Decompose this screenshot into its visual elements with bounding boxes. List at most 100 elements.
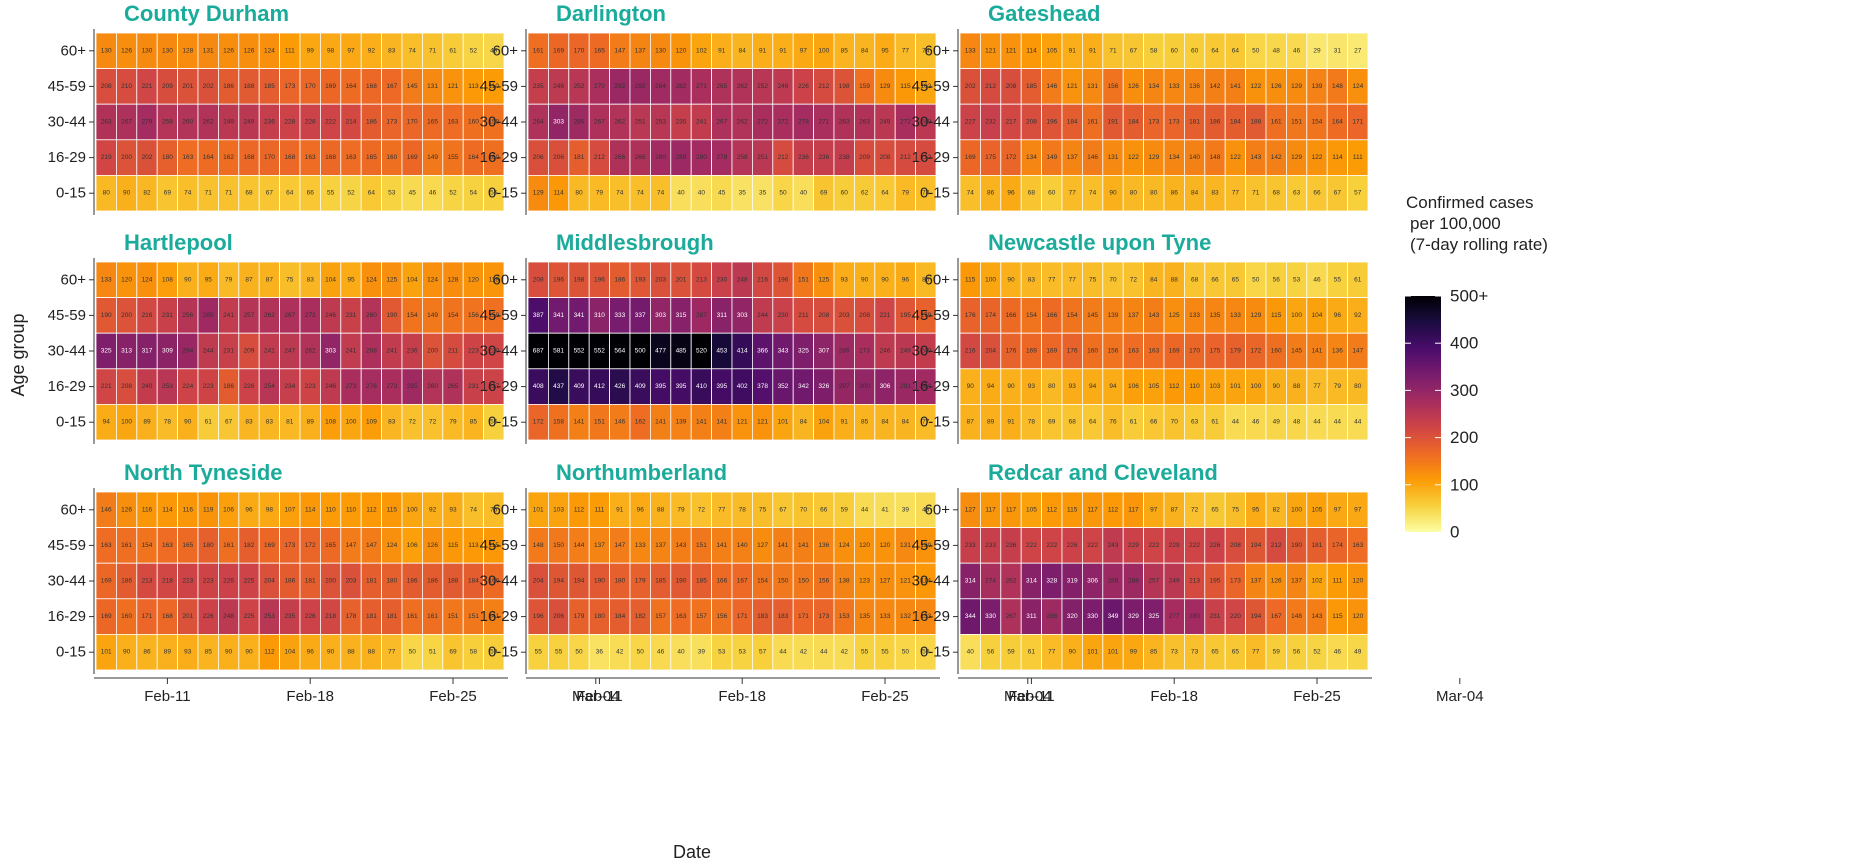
cell-value-label: 86 bbox=[143, 649, 151, 656]
legend-colorbar bbox=[1405, 296, 1441, 532]
cell-value-label: 125 bbox=[818, 276, 829, 283]
cell-value-label: 309 bbox=[162, 348, 173, 355]
cell-value-label: 150 bbox=[798, 578, 809, 585]
cell-value-label: 93 bbox=[1069, 383, 1077, 390]
cell-value-label: 181 bbox=[1189, 119, 1200, 126]
cell-value-label: 134 bbox=[1169, 154, 1180, 161]
cell-value-label: 77 bbox=[1232, 190, 1240, 197]
cell-value-label: 91 bbox=[1007, 419, 1015, 426]
cell-value-label: 91 bbox=[1069, 47, 1077, 54]
cell-value-label: 44 bbox=[1334, 419, 1342, 426]
cell-value-label: 136 bbox=[818, 542, 829, 549]
cell-value-label: 61 bbox=[1354, 276, 1362, 283]
cell-value-label: 68 bbox=[1028, 190, 1036, 197]
cell-value-label: 139 bbox=[1312, 83, 1323, 90]
cell-value-label: 212 bbox=[985, 83, 996, 90]
cell-value-label: 150 bbox=[778, 578, 789, 585]
cell-value-label: 286 bbox=[839, 348, 850, 355]
cell-value-label: 180 bbox=[614, 578, 625, 585]
cell-value-label: 204 bbox=[533, 578, 544, 585]
cell-value-label: 80 bbox=[922, 276, 930, 283]
cell-value-label: 60 bbox=[841, 190, 849, 197]
cell-value-label: 395 bbox=[716, 383, 727, 390]
cell-value-label: 160 bbox=[1087, 348, 1098, 355]
cell-value-label: 320 bbox=[1067, 613, 1078, 620]
cell-value-label: 167 bbox=[737, 578, 748, 585]
cell-value-label: 97 bbox=[800, 47, 808, 54]
cell-value-label: 500 bbox=[635, 348, 646, 355]
cell-value-label: 61 bbox=[1028, 649, 1036, 656]
cell-value-label: 169 bbox=[264, 542, 275, 549]
cell-value-label: 209 bbox=[244, 348, 255, 355]
cell-value-label: 154 bbox=[757, 578, 768, 585]
cell-value-label: 31 bbox=[1334, 47, 1342, 54]
cell-value-label: 193 bbox=[635, 276, 646, 283]
cell-value-label: 108 bbox=[325, 419, 336, 426]
cell-value-label: 319 bbox=[1067, 578, 1078, 585]
cell-value-label: 130 bbox=[655, 47, 666, 54]
cell-value-label: 91 bbox=[1089, 47, 1097, 54]
cell-value-label: 136 bbox=[1332, 348, 1343, 355]
cell-value-label: 326 bbox=[818, 383, 829, 390]
cell-value-label: 230 bbox=[716, 276, 727, 283]
cell-value-label: 56 bbox=[1293, 649, 1301, 656]
cell-value-label: 223 bbox=[182, 578, 193, 585]
cell-value-label: 92 bbox=[1354, 312, 1362, 319]
cell-value-label: 285 bbox=[203, 312, 214, 319]
cell-value-label: 90 bbox=[245, 649, 253, 656]
cell-value-label: 138 bbox=[839, 578, 850, 585]
cell-value-label: 77 bbox=[1313, 383, 1321, 390]
cell-value-label: 280 bbox=[1189, 613, 1200, 620]
cell-value-label: 208 bbox=[1006, 83, 1017, 90]
cell-value-label: 165 bbox=[427, 119, 438, 126]
y-tick-label: 30-44 bbox=[480, 114, 518, 131]
cell-value-label: 79 bbox=[225, 276, 233, 283]
cell-value-label: 314 bbox=[965, 578, 976, 585]
y-tick-label: 60+ bbox=[925, 271, 951, 288]
cell-value-label: 204 bbox=[985, 348, 996, 355]
cell-value-label: 120 bbox=[859, 542, 870, 549]
cell-value-label: 88 bbox=[368, 649, 376, 656]
cell-value-label: 85 bbox=[205, 649, 213, 656]
cell-value-label: 91 bbox=[841, 419, 849, 426]
cell-value-label: 147 bbox=[346, 542, 357, 549]
cell-value-label: 337 bbox=[635, 312, 646, 319]
cell-value-label: 249 bbox=[900, 348, 911, 355]
cell-value-label: 48 bbox=[1293, 419, 1301, 426]
cell-value-label: 161 bbox=[533, 47, 544, 54]
cell-value-label: 94 bbox=[987, 383, 995, 390]
cell-value-label: 51 bbox=[429, 649, 437, 656]
cell-value-label: 129 bbox=[1148, 154, 1159, 161]
cell-value-label: 95 bbox=[205, 276, 213, 283]
cell-value-label: 170 bbox=[264, 154, 275, 161]
cell-value-label: 100 bbox=[407, 506, 418, 513]
panel-title: Darlington bbox=[556, 1, 666, 26]
cell-value-label: 94 bbox=[1089, 383, 1097, 390]
cell-value-label: 164 bbox=[1332, 119, 1343, 126]
cell-value-label: 120 bbox=[880, 542, 891, 549]
cell-value-label: 49 bbox=[1354, 649, 1362, 656]
cell-value-label: 184 bbox=[1230, 119, 1241, 126]
cell-value-label: 66 bbox=[307, 190, 315, 197]
cell-value-label: 97 bbox=[1334, 506, 1342, 513]
cell-value-label: 204 bbox=[264, 578, 275, 585]
cell-value-label: 273 bbox=[346, 383, 357, 390]
panel-county-durham: County Durham 130 126 130 130 128 131 126 126 124… bbox=[48, 1, 505, 215]
cell-value-label: 162 bbox=[223, 154, 234, 161]
cell-value-label: 101 bbox=[1108, 649, 1119, 656]
cell-value-label: 262 bbox=[614, 119, 625, 126]
cell-value-label: 188 bbox=[1250, 119, 1261, 126]
cell-value-label: 216 bbox=[757, 276, 768, 283]
cell-value-label: 146 bbox=[101, 506, 112, 513]
cell-value-label: 169 bbox=[325, 83, 336, 90]
cell-value-label: 59 bbox=[1273, 649, 1281, 656]
cell-value-label: 137 bbox=[1128, 312, 1139, 319]
cell-value-label: 154 bbox=[1026, 312, 1037, 319]
y-tick-label: 60+ bbox=[493, 271, 519, 288]
cell-value-label: 105 bbox=[1026, 506, 1037, 513]
cell-value-label: 36 bbox=[596, 649, 604, 656]
cell-value-label: 169 bbox=[1169, 348, 1180, 355]
cell-value-label: 171 bbox=[1352, 119, 1363, 126]
cell-value-label: 55 bbox=[555, 649, 563, 656]
cell-value-label: 133 bbox=[965, 47, 976, 54]
